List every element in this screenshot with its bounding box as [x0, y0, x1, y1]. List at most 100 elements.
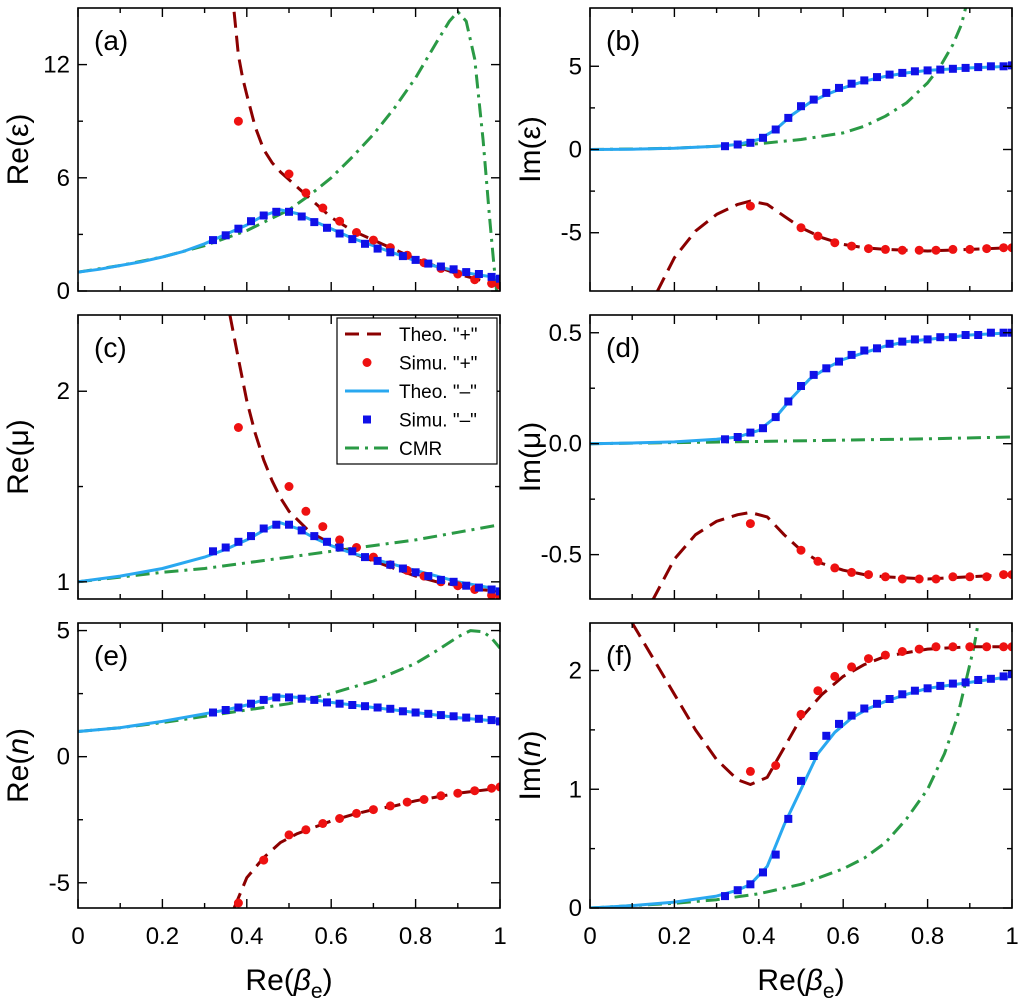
simu-minus-point — [974, 63, 983, 72]
simu-plus-point — [284, 169, 294, 179]
y-title-suffix: ) — [2, 728, 35, 738]
simu-minus-point — [487, 272, 496, 281]
simu-minus-point — [386, 248, 395, 257]
simu-minus-point — [898, 690, 907, 699]
y-axis-title: Im(n) — [514, 730, 547, 800]
simu-plus-point — [813, 556, 823, 566]
simu-plus-point — [233, 898, 243, 908]
simu-plus-point — [368, 805, 378, 815]
simu-minus-point — [234, 537, 243, 546]
simu-minus-point — [361, 239, 369, 248]
simu-minus-point — [721, 142, 729, 151]
simu-minus-point — [221, 706, 230, 714]
simu-plus-point — [318, 522, 328, 532]
simu-minus-point — [936, 65, 945, 74]
simu-minus-point — [873, 344, 881, 353]
theo-minus-line — [590, 674, 1012, 908]
simu-plus-point — [745, 766, 755, 776]
y-tick-label: 12 — [43, 52, 70, 79]
simu-plus-point — [796, 545, 806, 555]
simu-plus-point — [880, 244, 890, 254]
x-tick-label: 1 — [1005, 923, 1018, 950]
simu-plus-point — [813, 686, 823, 696]
x-title-suffix: ) — [323, 964, 333, 997]
simu-minus-point — [784, 397, 793, 406]
simu-minus-point — [209, 708, 217, 717]
simu-minus-point — [297, 694, 306, 703]
simu-minus-point — [936, 681, 945, 690]
simu-minus-point — [1008, 670, 1012, 679]
simu-minus-point — [424, 709, 433, 718]
axes-frame — [77, 622, 501, 909]
simu-minus-point — [961, 331, 970, 339]
simu-minus-point — [398, 252, 407, 261]
plot-area-e — [78, 629, 500, 908]
plot-area-a — [78, 10, 500, 291]
simu-minus-point — [247, 532, 255, 541]
simu-minus-point — [449, 265, 458, 274]
simu-minus-point — [797, 382, 805, 390]
simu-plus-point — [495, 280, 500, 290]
simu-minus-point — [809, 95, 818, 104]
simu-minus-point — [885, 339, 894, 348]
simu-plus-point — [487, 279, 497, 288]
plot-area-c — [78, 315, 500, 599]
theo-plus-line — [232, 786, 500, 908]
simu-minus-point — [974, 331, 983, 339]
y-title-prefix: Re( — [2, 755, 35, 803]
simu-minus-point — [961, 63, 970, 72]
y-tick-label: -0.5 — [541, 542, 582, 569]
y-tick-label: 0.5 — [549, 320, 582, 347]
x-title-suffix: ) — [835, 964, 845, 997]
x-axis-title: Re(βe) — [245, 964, 332, 1003]
y-tick-label: 0.0 — [549, 431, 582, 458]
simu-minus-point — [784, 814, 793, 823]
simu-minus-point — [285, 520, 293, 529]
axes-frame — [77, 7, 501, 292]
simu-plus-point — [301, 825, 311, 835]
simu-plus-point — [385, 801, 395, 811]
y-tick-label: 5 — [57, 618, 70, 645]
cmr-line — [78, 10, 499, 291]
plot-area-f — [590, 623, 1012, 908]
simu-minus-point — [323, 537, 331, 546]
simu-minus-point — [873, 73, 881, 82]
y-axis-title: Im(ε) — [514, 116, 547, 183]
simu-minus-point — [860, 346, 869, 355]
simu-minus-point — [221, 543, 230, 552]
simu-minus-point — [386, 704, 395, 713]
simu-minus-point — [487, 716, 496, 725]
plot-area-d — [590, 328, 1012, 599]
simu-minus-point — [923, 66, 932, 75]
simu-minus-point — [323, 223, 331, 232]
theo-plus-line — [590, 199, 1012, 291]
simu-plus-point — [419, 795, 429, 804]
simu-plus-point — [999, 642, 1009, 652]
simu-minus-point — [948, 679, 957, 688]
axes-frame — [589, 622, 1013, 909]
x-tick-label: 0.2 — [658, 923, 691, 950]
x-tick-label: 0.4 — [230, 923, 263, 950]
simu-minus-point — [272, 520, 281, 529]
simu-minus-point — [974, 676, 983, 684]
simu-minus-point — [759, 424, 767, 433]
simu-minus-point — [221, 231, 230, 240]
simu-minus-point — [771, 125, 780, 134]
simu-plus-point — [259, 855, 269, 865]
legend-label: Simu. "+" — [399, 354, 477, 375]
simu-plus-point — [948, 244, 958, 254]
simu-minus-point — [733, 140, 742, 149]
x-axis-title: Re(βe) — [757, 964, 844, 1003]
simu-plus-point — [301, 506, 311, 516]
simu-minus-point — [986, 674, 995, 683]
simu-minus-point — [759, 133, 767, 142]
simu-minus-point — [822, 364, 831, 373]
simu-plus-point — [965, 244, 975, 254]
theo-plus-line — [228, 315, 500, 593]
simu-minus-point — [733, 433, 742, 441]
y-axis-title: Im(μ) — [514, 422, 547, 493]
simu-minus-point — [259, 695, 268, 704]
simu-plus-point — [880, 572, 890, 582]
simu-plus-point — [847, 567, 857, 577]
